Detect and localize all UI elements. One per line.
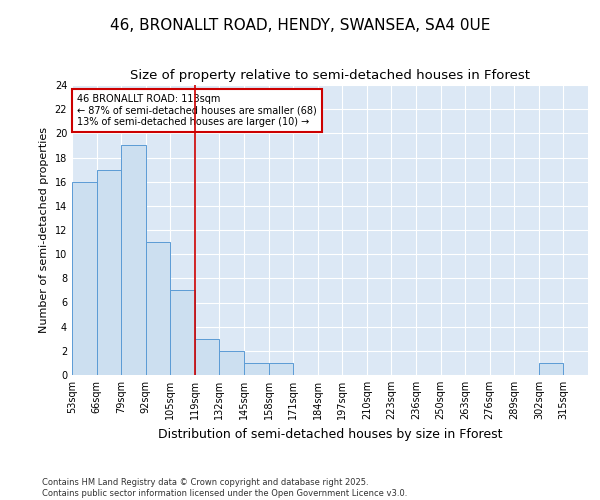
Title: Size of property relative to semi-detached houses in Fforest: Size of property relative to semi-detach… — [130, 70, 530, 82]
Bar — [195, 339, 220, 375]
Bar — [121, 146, 146, 375]
Bar — [170, 290, 195, 375]
Y-axis label: Number of semi-detached properties: Number of semi-detached properties — [39, 127, 49, 333]
Bar — [539, 363, 563, 375]
Bar — [146, 242, 170, 375]
Text: 46 BRONALLT ROAD: 113sqm
← 87% of semi-detached houses are smaller (68)
13% of s: 46 BRONALLT ROAD: 113sqm ← 87% of semi-d… — [77, 94, 317, 127]
Bar — [97, 170, 121, 375]
Bar — [72, 182, 97, 375]
Text: Contains HM Land Registry data © Crown copyright and database right 2025.
Contai: Contains HM Land Registry data © Crown c… — [42, 478, 407, 498]
Bar — [244, 363, 269, 375]
Text: 46, BRONALLT ROAD, HENDY, SWANSEA, SA4 0UE: 46, BRONALLT ROAD, HENDY, SWANSEA, SA4 0… — [110, 18, 490, 32]
Bar — [269, 363, 293, 375]
X-axis label: Distribution of semi-detached houses by size in Fforest: Distribution of semi-detached houses by … — [158, 428, 502, 440]
Bar — [220, 351, 244, 375]
